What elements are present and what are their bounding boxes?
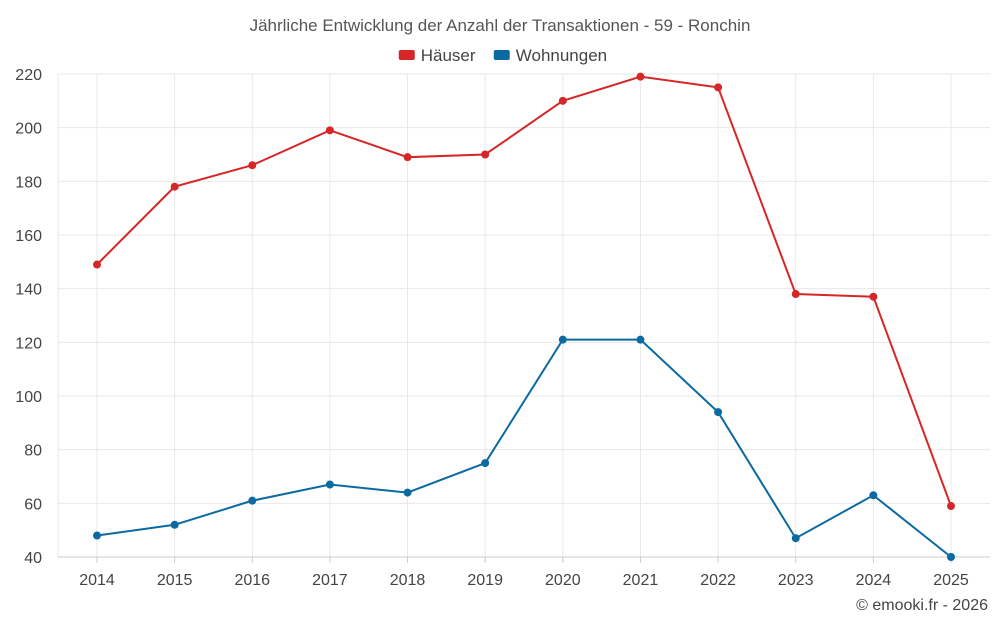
legend-label: Häuser [421, 46, 476, 65]
data-point[interactable] [636, 72, 645, 81]
data-point[interactable] [558, 96, 567, 105]
x-tick-label: 2018 [390, 572, 426, 589]
data-point[interactable] [248, 161, 257, 170]
y-tick-label: 140 [15, 282, 42, 299]
x-tick-label: 2019 [467, 572, 503, 589]
y-tick-label: 40 [24, 550, 42, 567]
y-tick-label: 120 [15, 335, 42, 352]
data-point[interactable] [636, 335, 645, 344]
data-point[interactable] [869, 491, 878, 500]
legend-label: Wohnungen [516, 46, 607, 65]
grid [58, 73, 990, 558]
series-line [96, 75, 952, 507]
x-tick-label: 2025 [933, 572, 969, 589]
data-point[interactable] [170, 182, 179, 191]
data-point[interactable] [403, 488, 412, 497]
data-point[interactable] [714, 408, 723, 417]
series-1 [93, 335, 955, 561]
data-point[interactable] [481, 150, 490, 159]
data-point[interactable] [93, 531, 101, 540]
y-tick-label: 60 [24, 496, 42, 513]
data-point[interactable] [869, 292, 878, 301]
data-point[interactable] [170, 520, 179, 529]
data-point[interactable] [947, 553, 955, 561]
x-tick-label: 2022 [700, 572, 736, 589]
x-tick-label: 2016 [234, 572, 270, 589]
series-line [96, 338, 952, 558]
x-tick-label: 2017 [312, 572, 348, 589]
y-tick-label: 160 [15, 228, 42, 245]
credit-text: © emooki.fr - 2026 [856, 597, 988, 614]
y-tick-label: 80 [24, 443, 42, 460]
data-point[interactable] [93, 260, 101, 269]
x-tick-label: 2015 [157, 572, 193, 589]
data-point[interactable] [325, 480, 334, 489]
data-point[interactable] [791, 290, 800, 299]
legend-item[interactable]: Häuser [398, 46, 476, 65]
legend: Häuser Wohnungen [398, 46, 607, 65]
y-tick-label: 220 [15, 67, 42, 84]
axes: 40 60 80 100 120 140 160 180 200 220 2014 2015 2016 2… [15, 67, 990, 589]
x-tick-label: 2014 [79, 572, 115, 589]
y-tick-label: 180 [15, 174, 42, 191]
x-tick-label: 2024 [856, 572, 892, 589]
data-point[interactable] [791, 534, 800, 543]
data-point[interactable] [947, 502, 955, 511]
data-point[interactable] [558, 335, 567, 344]
series-0 [93, 72, 955, 511]
series-layer [93, 72, 955, 561]
x-tick-label: 2021 [623, 572, 659, 589]
chart-title: Jährliche Entwicklung der Anzahl der Tra… [250, 16, 751, 35]
x-tick-label: 2023 [778, 572, 814, 589]
legend-swatch [398, 50, 415, 60]
data-point[interactable] [403, 153, 412, 162]
y-tick-label: 200 [15, 121, 42, 138]
y-tick-label: 100 [15, 389, 42, 406]
data-point[interactable] [248, 496, 257, 505]
x-tick-label: 2020 [545, 572, 581, 589]
data-point[interactable] [481, 459, 490, 468]
legend-swatch [493, 50, 510, 60]
legend-item[interactable]: Wohnungen [493, 46, 607, 65]
data-point[interactable] [714, 83, 723, 92]
data-point[interactable] [325, 126, 334, 135]
